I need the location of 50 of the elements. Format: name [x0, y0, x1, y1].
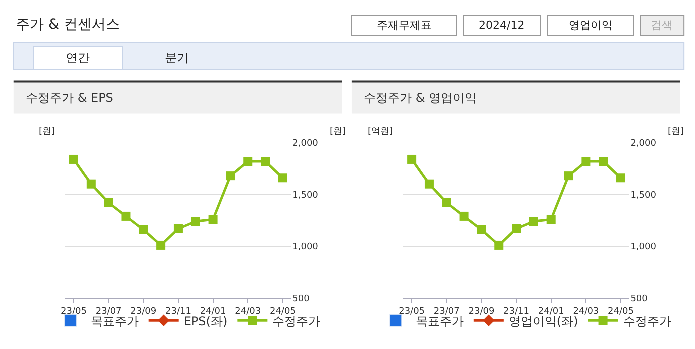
- point: [616, 174, 626, 183]
- point: [139, 225, 148, 234]
- point: [494, 240, 504, 250]
- y2-tick-label: 1,500: [630, 190, 657, 201]
- chart-title: 수정주가 & 영업이익: [364, 91, 477, 105]
- y-axis-title: [억원]: [368, 127, 394, 137]
- point: [244, 157, 253, 166]
- y-axis-title: [원]: [39, 127, 56, 137]
- y2-tick-label: 2,000: [292, 139, 319, 150]
- point: [582, 157, 591, 166]
- point: [477, 225, 486, 234]
- point: [564, 172, 574, 181]
- point: [174, 224, 183, 234]
- point: [424, 180, 434, 189]
- y2-tick-label: 500: [630, 294, 648, 304]
- point: [529, 217, 538, 226]
- point: [546, 215, 556, 224]
- text: 분기: [165, 51, 189, 65]
- x-tick-label: 24/03: [235, 307, 262, 318]
- point: [442, 198, 452, 208]
- y2-axis-title: [원]: [668, 127, 684, 137]
- point: [278, 174, 288, 183]
- point: [599, 157, 608, 166]
- point: [191, 217, 200, 226]
- chart-title: 수정주가 & EPS: [26, 91, 114, 105]
- point: [261, 157, 270, 166]
- y2-tick-label: 2,000: [630, 139, 657, 150]
- text: 검색: [651, 19, 673, 32]
- text: 2024/12: [479, 19, 525, 32]
- text: 연간: [66, 51, 90, 65]
- point: [69, 154, 78, 164]
- text: 영업이익: [569, 19, 613, 32]
- x-tick-label: 23/09: [468, 307, 495, 318]
- y2-tick-label: 1,000: [292, 242, 319, 253]
- point: [408, 154, 417, 164]
- point: [208, 215, 218, 224]
- point: [104, 198, 114, 208]
- y2-axis-title: [원]: [330, 127, 346, 137]
- point: [86, 180, 96, 189]
- point: [512, 224, 522, 234]
- x-tick-label: 23/05: [61, 307, 87, 318]
- point: [122, 212, 131, 221]
- point: [226, 172, 236, 181]
- text: 주가 & 컨센서스: [16, 17, 120, 33]
- y2-tick-label: 500: [292, 294, 310, 304]
- point: [460, 212, 469, 221]
- point: [156, 240, 166, 250]
- text: 주재무제표: [377, 19, 432, 32]
- y2-tick-label: 1,500: [292, 190, 319, 201]
- y2-tick-label: 1,000: [630, 242, 657, 253]
